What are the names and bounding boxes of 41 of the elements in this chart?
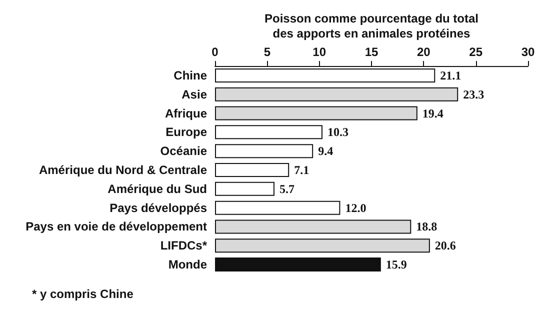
x-tick-label: 15 bbox=[364, 45, 378, 59]
text: * y compris Chine bbox=[32, 287, 134, 301]
x-axis-title: Poisson comme pourcentage du total des apports en animales protéines bbox=[264, 12, 479, 41]
bar bbox=[215, 220, 412, 234]
x-tick-label: 25 bbox=[469, 45, 483, 59]
y-tick-label: Amérique du Sud bbox=[108, 182, 207, 196]
bar bbox=[215, 106, 418, 120]
data-label: 5.7 bbox=[279, 182, 294, 196]
data-label: 18.8 bbox=[416, 220, 438, 234]
y-tick-label: Amérique du Nord & Centrale bbox=[38, 163, 208, 177]
y-tick-label: Pays en voie de développement bbox=[26, 220, 207, 234]
bar bbox=[215, 87, 458, 102]
bar bbox=[215, 200, 340, 215]
y-tick-label: Afrique bbox=[165, 106, 208, 120]
data-label: 19.4 bbox=[422, 106, 444, 120]
data-label: 20.6 bbox=[434, 238, 456, 253]
x-tick-label: 5 bbox=[264, 45, 271, 59]
data-label: 23.3 bbox=[463, 87, 484, 102]
y-tick-label: Pays développés bbox=[110, 200, 208, 215]
data-label: 21.1 bbox=[440, 68, 462, 82]
x-tick-label: 30 bbox=[521, 45, 535, 59]
bar bbox=[215, 144, 314, 158]
bar bbox=[215, 182, 274, 196]
y-tick-label: Monde bbox=[168, 258, 208, 272]
data-label: 12.0 bbox=[345, 200, 366, 215]
y-tick-label: Océanie bbox=[160, 144, 208, 158]
y-tick-label: Europe bbox=[166, 125, 208, 140]
bar bbox=[215, 163, 290, 177]
x-tick-label: 10 bbox=[312, 45, 326, 59]
data-label: 15.9 bbox=[386, 258, 407, 272]
bar bbox=[215, 258, 381, 272]
y-tick-label: LIFDCs* bbox=[160, 238, 208, 253]
data-label: 10.3 bbox=[327, 125, 348, 140]
bar bbox=[215, 238, 430, 253]
x-tick-label: 0 bbox=[212, 45, 219, 59]
bar bbox=[215, 125, 322, 140]
y-tick-label: Chine bbox=[174, 68, 208, 82]
x-tick-label: 20 bbox=[416, 45, 431, 59]
data-label: 7.1 bbox=[294, 163, 310, 177]
data-label: 9.4 bbox=[318, 144, 334, 158]
y-tick-label: Asie bbox=[182, 87, 208, 102]
